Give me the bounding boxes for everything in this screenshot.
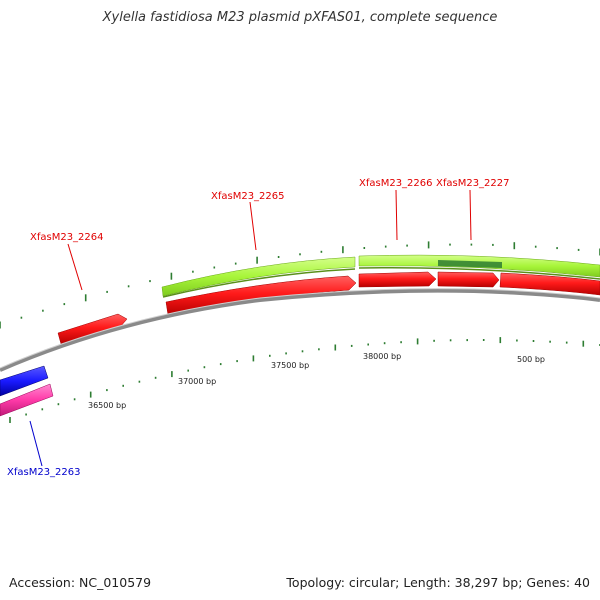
tick-mark (516, 339, 518, 342)
tick-mark (73, 398, 76, 401)
map-title: Xylella fastidiosa M23 plasmid pXFAS01, … (102, 10, 498, 25)
inner-tick-marks (9, 337, 600, 423)
gene-label-2264: XfasM23_2264 (30, 232, 104, 243)
tick-mark (363, 247, 366, 249)
tick-mark (219, 363, 222, 366)
scale-label: 36500 bp (88, 401, 126, 410)
tick-mark (122, 384, 124, 387)
accession-text: Accession: NC_010579 (9, 575, 152, 590)
gene-arrow-2263-pink (0, 383, 54, 417)
gene-arrow-2227 (437, 271, 500, 288)
tick-mark (565, 341, 568, 344)
tick-mark (192, 270, 194, 273)
tick-mark (25, 413, 27, 416)
tick-mark (449, 243, 451, 246)
tick-mark (84, 294, 87, 302)
scale-label: 37000 bp (178, 377, 216, 386)
tick-mark (106, 290, 108, 293)
tick-mark (149, 280, 151, 283)
tick-mark (301, 350, 304, 353)
tick-mark (470, 243, 473, 246)
tick-mark (170, 272, 173, 280)
tick-mark (106, 389, 108, 392)
tick-mark (57, 403, 60, 406)
gene-arrow-2264 (57, 313, 128, 345)
tick-mark (171, 371, 173, 378)
gc-content-dark-band (438, 260, 502, 268)
tick-mark (0, 321, 1, 329)
tick-mark (138, 380, 141, 383)
tick-mark (416, 338, 419, 345)
tick-mark (534, 245, 537, 248)
topology-summary-text: Topology: circular; Length: 38,297 bp; G… (286, 575, 590, 590)
tick-mark (42, 309, 44, 312)
tick-mark (383, 342, 386, 345)
tick-mark (406, 244, 408, 247)
gene-label-2263: XfasM23_2263 (7, 467, 81, 478)
tick-mark (256, 256, 258, 264)
scale-label: 500 bp (517, 355, 545, 364)
tick-mark (320, 250, 323, 253)
tick-mark (384, 245, 387, 248)
tick-mark (277, 256, 280, 258)
tick-mark (285, 352, 287, 355)
tick-mark (400, 341, 402, 344)
gene-label-leaders (29, 189, 472, 467)
tick-mark (203, 366, 206, 369)
gene-arrow-2266 (358, 271, 437, 288)
gc-track-baseline (162, 266, 600, 298)
tick-mark (127, 285, 130, 288)
tick-mark (234, 262, 237, 265)
gene-label-2227: XfasM23_2227 (436, 178, 510, 189)
tick-mark (299, 253, 301, 256)
tick-mark (41, 408, 44, 411)
scale-labels: 36500 bp 37000 bp 37500 bp 38000 bp 500 … (88, 352, 545, 410)
scale-label: 38000 bp (363, 352, 401, 361)
tick-mark (367, 343, 369, 346)
tick-mark (9, 417, 11, 423)
tick-mark (556, 247, 558, 250)
tick-mark (334, 344, 337, 351)
tick-mark (449, 339, 452, 342)
tick-mark (549, 340, 551, 343)
tick-mark (269, 354, 271, 357)
gene-arrow-2263-blue (0, 365, 49, 397)
tick-mark (532, 340, 535, 342)
gc-content-track-left (161, 256, 356, 297)
plasmid-backbone (0, 288, 600, 372)
tick-mark (236, 360, 238, 363)
tick-mark (582, 340, 585, 347)
tick-mark (187, 369, 189, 372)
tick-mark (499, 337, 502, 344)
scale-label: 37500 bp (271, 361, 309, 370)
tick-mark (433, 339, 435, 342)
gene-label-2266: XfasM23_2266 (359, 178, 433, 189)
tick-mark (577, 248, 580, 251)
plasmid-backbone-highlight (0, 288, 600, 369)
tick-mark (342, 246, 344, 254)
tick-mark (350, 344, 353, 347)
tick-mark (513, 242, 516, 250)
tick-mark (213, 266, 216, 269)
tick-mark (492, 243, 494, 246)
gene-labels: XfasM23_2264 XfasM23_2265 XfasM23_2266 X… (7, 178, 510, 478)
tick-mark (427, 241, 430, 249)
tick-mark (20, 316, 23, 319)
tick-mark (318, 348, 320, 351)
tick-mark (466, 339, 468, 342)
tick-mark (154, 376, 157, 379)
tick-mark (482, 339, 485, 341)
tick-mark (63, 303, 66, 306)
tick-mark (89, 391, 92, 398)
gene-label-2265: XfasM23_2265 (211, 191, 285, 202)
tick-mark (252, 355, 255, 362)
